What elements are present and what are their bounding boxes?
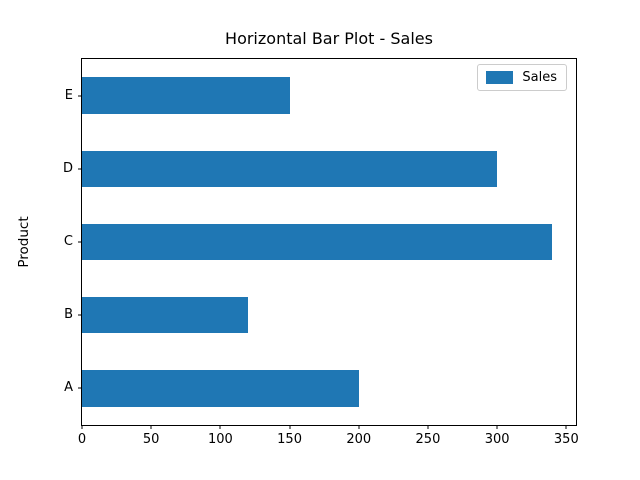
x-tick-300 bbox=[496, 425, 498, 429]
y-tick-e bbox=[78, 95, 82, 97]
y-tick-c bbox=[78, 241, 82, 243]
chart-title: Horizontal Bar Plot - Sales bbox=[225, 29, 433, 48]
x-tick-50 bbox=[150, 425, 152, 429]
y-tick-a bbox=[78, 387, 82, 389]
axes: Sales A B C D E 0 50 100 150 200 250 300 350 bbox=[63, 58, 579, 447]
bar-d bbox=[82, 150, 498, 188]
x-tick-350 bbox=[565, 425, 567, 429]
y-tick-label-c: C bbox=[63, 234, 73, 250]
x-tick-label-300: 300 bbox=[484, 432, 510, 447]
x-tick-250 bbox=[427, 425, 429, 429]
bar-a bbox=[82, 370, 359, 407]
x-tick-label-0: 0 bbox=[77, 432, 87, 447]
x-tick-100 bbox=[219, 425, 221, 429]
y-axis-label: Product bbox=[16, 216, 32, 268]
y-tick-label-d: D bbox=[62, 160, 73, 176]
x-tick-150 bbox=[289, 425, 291, 429]
x-tick-label-100: 100 bbox=[207, 432, 233, 447]
legend-swatch-sales bbox=[486, 71, 514, 84]
bar-c bbox=[82, 223, 553, 261]
bar-b bbox=[82, 296, 249, 334]
y-tick-b bbox=[78, 314, 82, 316]
y-tick-label-a: A bbox=[64, 380, 73, 396]
legend: Sales bbox=[477, 64, 567, 91]
x-tick-label-250: 250 bbox=[415, 432, 441, 447]
bar-e bbox=[82, 77, 290, 114]
legend-label-sales: Sales bbox=[522, 70, 557, 85]
x-tick-label-50: 50 bbox=[142, 432, 160, 447]
y-tick-d bbox=[78, 168, 82, 170]
x-tick-0 bbox=[81, 425, 83, 429]
x-tick-label-150: 150 bbox=[277, 432, 302, 447]
x-tick-label-350: 350 bbox=[553, 432, 579, 447]
x-tick-200 bbox=[358, 425, 360, 429]
y-tick-label-b: B bbox=[64, 307, 73, 323]
x-tick-label-200: 200 bbox=[346, 432, 372, 447]
y-tick-label-e: E bbox=[64, 87, 73, 103]
